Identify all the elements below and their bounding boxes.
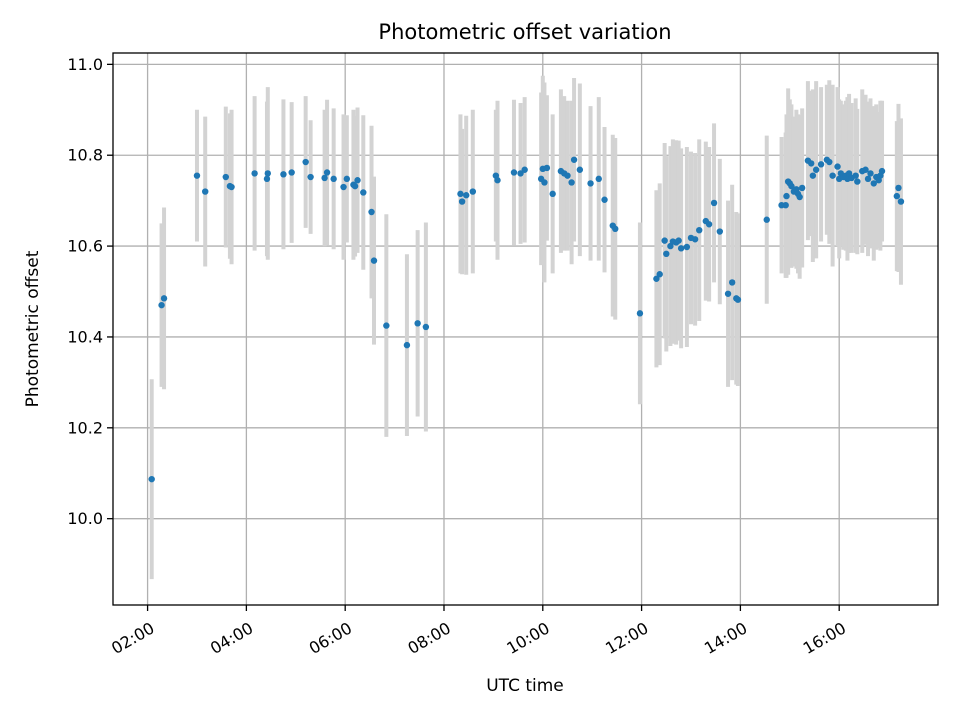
x-axis-label: UTC time	[486, 676, 564, 696]
data-point	[683, 243, 691, 251]
data-point	[568, 179, 575, 186]
data-point	[612, 225, 619, 233]
data-point	[549, 190, 556, 198]
data-point	[251, 170, 258, 177]
data-point	[280, 171, 287, 178]
data-point	[878, 167, 886, 175]
data-point	[734, 296, 742, 303]
data-point	[202, 188, 209, 195]
data-point	[383, 322, 390, 329]
data-point	[494, 177, 501, 184]
data-point	[228, 183, 235, 191]
data-point	[510, 169, 518, 176]
data-point	[321, 174, 328, 182]
data-point	[675, 237, 682, 244]
data-point	[302, 158, 309, 166]
y-tick-label: 10.2	[67, 418, 103, 437]
data-point	[307, 173, 314, 181]
data-point	[893, 192, 901, 200]
data-point	[677, 245, 685, 252]
data-point	[360, 189, 367, 196]
data-point	[809, 172, 817, 179]
data-point	[517, 170, 524, 177]
data-point	[895, 184, 902, 192]
data-point	[264, 170, 271, 177]
y-tick-label: 10.8	[67, 146, 103, 165]
data-point	[716, 228, 724, 235]
data-point	[587, 180, 594, 187]
data-point	[463, 192, 470, 199]
data-point	[340, 183, 347, 191]
data-point	[422, 323, 430, 331]
data-point	[796, 193, 803, 201]
data-point	[521, 166, 528, 173]
chart-title: Photometric offset variation	[378, 20, 671, 44]
data-point	[370, 257, 378, 264]
data-point	[724, 290, 732, 297]
data-point	[368, 208, 375, 216]
data-point	[783, 192, 790, 200]
data-point	[834, 163, 841, 170]
data-point	[148, 475, 155, 483]
data-point	[403, 341, 411, 349]
data-point	[653, 275, 660, 282]
data-point	[564, 172, 571, 179]
data-point	[808, 160, 815, 167]
data-point	[817, 161, 825, 168]
data-point	[663, 250, 670, 258]
data-point	[323, 169, 331, 176]
data-point	[457, 190, 464, 198]
y-tick-label: 10.0	[67, 509, 103, 528]
data-point	[601, 196, 608, 203]
data-point	[576, 166, 584, 173]
data-point	[263, 175, 271, 183]
data-points	[148, 156, 905, 483]
data-point	[158, 301, 165, 309]
y-tick-label: 11.0	[67, 55, 103, 74]
y-tick-label: 10.4	[67, 327, 103, 346]
data-point	[728, 279, 736, 286]
data-point	[798, 184, 806, 192]
data-point	[788, 182, 795, 190]
data-point	[330, 175, 337, 183]
y-axis-label: Photometric offset	[23, 250, 43, 407]
data-point	[636, 310, 644, 317]
data-point	[870, 180, 877, 187]
plot-frame	[112, 52, 939, 606]
data-point	[543, 164, 551, 172]
data-point	[696, 226, 703, 234]
data-point	[570, 156, 578, 163]
data-point	[354, 177, 361, 184]
data-point	[414, 320, 421, 327]
data-point	[705, 221, 713, 228]
data-point	[862, 166, 869, 173]
data-point	[782, 201, 789, 209]
data-point	[288, 169, 295, 176]
data-point	[829, 172, 836, 179]
data-point	[193, 172, 201, 179]
data-point	[897, 198, 905, 205]
data-point	[691, 236, 699, 243]
data-point	[867, 170, 874, 177]
data-point	[763, 216, 770, 223]
data-point	[656, 271, 663, 278]
data-point	[458, 198, 466, 205]
data-point	[854, 178, 861, 185]
data-point	[541, 179, 548, 186]
data-point	[826, 158, 833, 166]
data-point	[351, 182, 359, 190]
data-point	[812, 166, 820, 173]
data-point	[661, 237, 668, 244]
data-point	[595, 175, 602, 183]
data-point	[469, 188, 477, 195]
y-tick-label: 10.6	[67, 237, 103, 256]
data-point	[710, 199, 718, 207]
data-point	[160, 295, 168, 302]
data-point	[222, 173, 229, 181]
data-point	[864, 175, 872, 183]
data-point	[343, 175, 351, 183]
data-point	[852, 172, 859, 179]
